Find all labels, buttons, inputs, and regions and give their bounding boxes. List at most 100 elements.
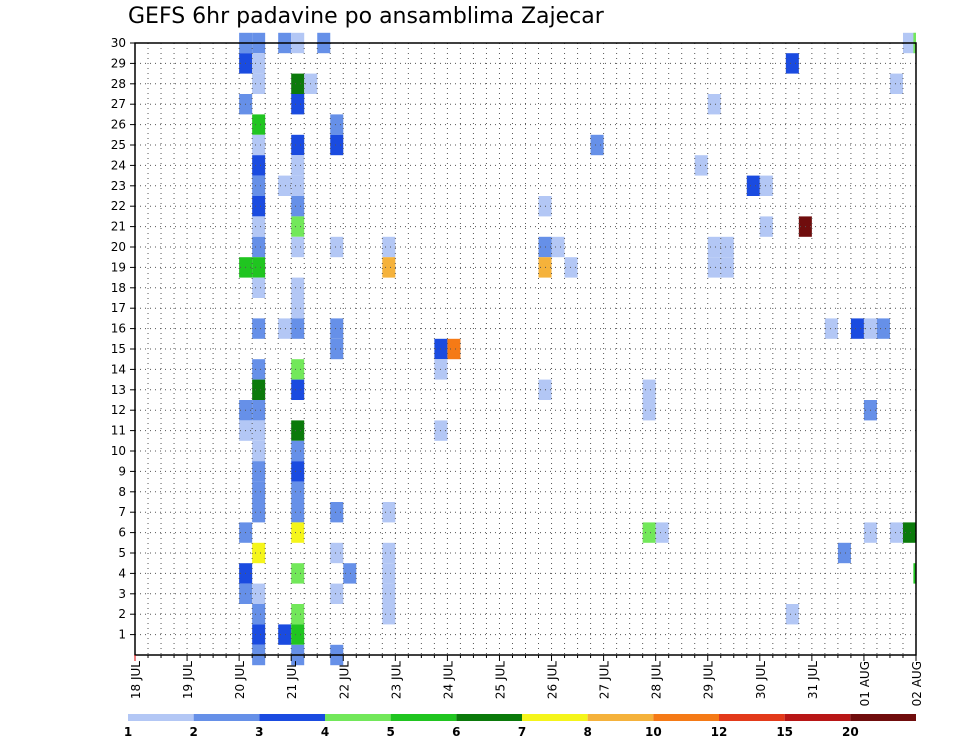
y-tick-label: 18: [111, 281, 126, 295]
colorbar-label: 10: [645, 725, 662, 739]
y-tick-label: 15: [111, 342, 126, 356]
heatmap-cell: [785, 53, 799, 74]
heatmap-cell: [252, 604, 266, 625]
y-tick-label: 19: [111, 260, 126, 274]
heatmap-cell: [889, 522, 903, 543]
heatmap-cell: [252, 196, 266, 217]
heatmap-cell: [382, 502, 396, 523]
colorbar-label: 20: [842, 725, 859, 739]
x-tick-label: 24 JUL: [441, 661, 455, 699]
heatmap-cell: [330, 318, 344, 339]
heatmap-cell: [642, 522, 656, 543]
y-tick-label: 5: [118, 546, 126, 560]
y-tick-label: 30: [111, 36, 126, 50]
y-tick-label: 6: [118, 526, 126, 540]
colorbar-label: 4: [321, 725, 329, 739]
heatmap-cell: [551, 236, 565, 258]
heatmap-cell: [291, 73, 305, 94]
heatmap-cell: [291, 440, 305, 462]
heatmap-cell: [252, 114, 266, 135]
y-tick-label: 3: [118, 587, 126, 601]
heatmap-cell: [252, 359, 266, 380]
colorbar-label: 12: [711, 725, 728, 739]
colorbar-swatch: [456, 714, 522, 721]
y-tick-label: 2: [118, 607, 126, 621]
x-tick-label: 27 JUL: [598, 661, 612, 699]
heatmap-cell: [252, 216, 266, 237]
heatmap-cell: [291, 134, 305, 156]
y-tick-label: 11: [111, 424, 126, 438]
heatmap-cell: [330, 338, 344, 360]
colorbar-swatch: [719, 714, 785, 721]
y-tick-label: 21: [111, 220, 126, 234]
heatmap-cell: [707, 236, 721, 258]
heatmap-cell: [252, 481, 266, 502]
heatmap-cell: [642, 379, 656, 400]
colorbar-label: 8: [583, 725, 591, 739]
heatmap-cell: [291, 318, 305, 339]
heatmap-cell: [876, 318, 890, 339]
heatmap-cell: [252, 318, 266, 339]
heatmap-cell: [252, 542, 266, 564]
x-tick-label: 22 JUL: [337, 661, 351, 699]
x-tick-label: 29 JUL: [702, 661, 716, 699]
x-tick-label: 01 AUG: [858, 661, 872, 706]
x-tick-label: 31 JUL: [806, 661, 820, 699]
x-tick-label: 30 JUL: [754, 661, 768, 699]
heatmap-cell: [291, 216, 305, 237]
y-tick-label: 13: [111, 383, 126, 397]
heatmap-cell: [291, 481, 305, 502]
x-tick-label: 25 JUL: [493, 661, 507, 699]
heatmap-cell: [447, 338, 461, 360]
y-tick-label: 24: [111, 158, 126, 172]
heatmap-cell: [252, 440, 266, 462]
colorbar-label: 3: [255, 725, 263, 739]
colorbar-label: 1: [124, 725, 132, 739]
heatmap-cell: [720, 236, 734, 258]
heatmap-cell: [291, 502, 305, 523]
heatmap-cell: [291, 624, 305, 645]
x-tick-label: 28 JUL: [650, 661, 664, 699]
y-tick-label: 4: [118, 566, 126, 580]
heatmap-cell: [291, 175, 305, 196]
heatmap-cell: [382, 604, 396, 625]
y-tick-label: 14: [111, 362, 126, 376]
colorbar-swatch: [653, 714, 719, 721]
colorbar-swatch: [587, 714, 654, 721]
heatmap-cell: [382, 236, 396, 258]
heatmap-cell: [291, 604, 305, 625]
heatmap-cell: [655, 522, 669, 543]
heatmap-cell: [278, 175, 292, 196]
heatmap-cell: [252, 73, 266, 94]
y-tick-label: 10: [111, 444, 126, 458]
y-tick-label: 23: [111, 179, 126, 193]
colorbar-swatch: [522, 714, 588, 721]
heatmap-cell: [291, 379, 305, 400]
colorbar-swatch: [128, 714, 194, 721]
colorbar-swatch: [325, 714, 391, 721]
heatmap-cell: [252, 461, 266, 482]
heatmap-cell: [252, 155, 266, 176]
heatmap-cell: [590, 134, 604, 156]
colorbar-swatch: [390, 714, 457, 721]
heatmap-cell: [291, 298, 305, 319]
heatmap-cell: [291, 196, 305, 217]
heatmap-cell: [252, 53, 266, 74]
colorbar-label: 2: [189, 725, 197, 739]
chart-title: GEFS 6hr padavine po ansamblima Zajecar: [128, 4, 604, 29]
heatmap-cell: [252, 624, 266, 645]
heatmap-cell: [252, 400, 266, 421]
y-tick-label: 27: [111, 97, 126, 111]
heatmap-cell: [902, 522, 916, 543]
y-tick-label: 28: [111, 77, 126, 91]
heatmap-cell: [278, 318, 292, 339]
colorbar-label: 6: [452, 725, 460, 739]
heatmap-cell: [252, 277, 266, 298]
y-tick-label: 1: [118, 628, 126, 642]
y-tick-label: 29: [111, 56, 126, 70]
heatmap-cell: [291, 563, 305, 584]
y-tick-label: 8: [118, 485, 126, 499]
heatmap-cell: [382, 583, 396, 604]
y-tick-label: 9: [118, 464, 126, 478]
